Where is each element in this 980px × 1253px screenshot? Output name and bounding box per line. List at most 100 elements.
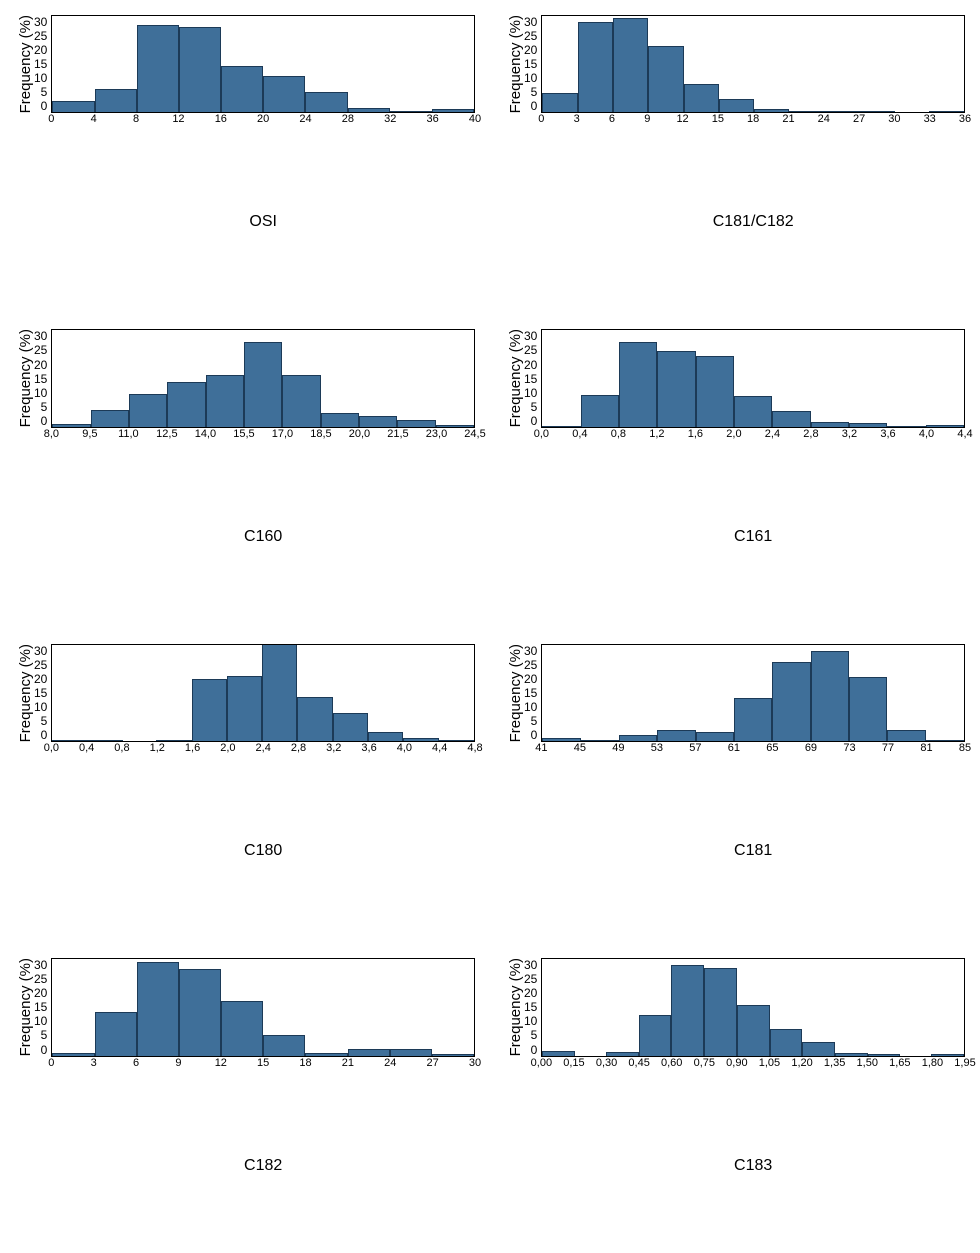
histogram-panel: Frequency (%)302520151050X3025201510500,… <box>505 958 965 1252</box>
bars-container <box>52 330 474 426</box>
histogram-bar <box>95 89 137 112</box>
x-axis-label: C181 <box>541 842 965 938</box>
histogram-bar <box>297 697 332 741</box>
x-axis-ticks: 0,00,40,81,21,62,02,42,83,23,64,04,4 <box>541 428 965 444</box>
x-axis-ticks: 8,09,511,012,514,015,517,018,520,021,523… <box>51 428 475 444</box>
histogram-bar <box>849 677 887 742</box>
histogram-bar <box>770 1029 803 1055</box>
histogram-bar <box>368 732 403 742</box>
histogram-panel: Frequency (%)302520151050X30252015105041… <box>505 644 965 938</box>
histogram-bar <box>305 92 347 112</box>
x-axis-ticks: 0,00,40,81,21,62,02,42,83,23,64,04,44,8 <box>51 742 475 758</box>
histogram-bar <box>684 84 719 112</box>
histogram-bar <box>244 342 282 427</box>
y-axis-ticks: 302520151050 <box>34 15 51 113</box>
histogram-bar <box>206 375 244 427</box>
x-axis-ticks: 0369121518212427303336 <box>541 113 965 129</box>
y-axis-label: Frequency (%) <box>505 329 524 427</box>
histogram-bar <box>613 18 648 113</box>
histogram-bar <box>262 644 297 741</box>
y-axis-label: Frequency (%) <box>15 958 34 1056</box>
bars-container <box>52 959 474 1055</box>
histogram-bar <box>578 22 613 112</box>
histogram-bar <box>179 969 221 1056</box>
x-axis-label: C161 <box>541 528 965 624</box>
plot-area <box>541 958 965 1056</box>
plot-area <box>51 329 475 427</box>
histogram-bar <box>333 713 368 742</box>
histogram-bar <box>696 356 734 426</box>
x-axis-ticks: 414549535761656973778185 <box>541 742 965 758</box>
x-axis-ticks: 0481216202428323640 <box>51 113 475 129</box>
histogram-panel: Frequency (%)302520151050X30252015105003… <box>505 15 965 309</box>
bars-container <box>52 645 474 741</box>
x-axis-label: C183 <box>541 1157 965 1253</box>
histogram-panel: Frequency (%)302520151050X30252015105003… <box>15 958 475 1252</box>
histogram-bar <box>772 662 810 741</box>
histogram-bar <box>263 76 305 112</box>
bars-container <box>542 330 964 426</box>
y-axis-label: Frequency (%) <box>505 958 524 1056</box>
histogram-bar <box>227 676 262 742</box>
bars-container <box>542 16 964 112</box>
plot-area <box>51 958 475 1056</box>
x-axis-label: C182 <box>51 1157 475 1253</box>
x-axis-label: C160 <box>51 528 475 624</box>
histogram-bar <box>657 730 695 741</box>
histogram-bar <box>734 396 772 427</box>
x-axis-label: OSI <box>51 213 475 309</box>
histogram-panel: Frequency (%)302520151050X30252015105004… <box>15 15 475 309</box>
histogram-bar <box>348 1049 390 1056</box>
histogram-bar <box>52 101 94 112</box>
histogram-bar <box>129 394 167 426</box>
histogram-panel: Frequency (%)302520151050X3025201510508,… <box>15 329 475 623</box>
y-axis-label: Frequency (%) <box>15 329 34 427</box>
histogram-bar <box>167 382 205 427</box>
histogram-bar <box>137 25 179 112</box>
histogram-bar <box>811 651 849 741</box>
y-axis-ticks: 302520151050 <box>34 958 51 1056</box>
plot-area <box>541 644 965 742</box>
histogram-bar <box>704 968 737 1055</box>
histogram-bar <box>263 1035 305 1056</box>
histogram-bar <box>321 413 359 427</box>
x-axis-label: C181/C182 <box>541 213 965 309</box>
histogram-bar <box>887 730 925 741</box>
bars-container <box>52 16 474 112</box>
histogram-bar <box>657 351 695 427</box>
histogram-bar <box>719 99 754 112</box>
histogram-bar <box>639 1015 672 1056</box>
histogram-bar <box>397 420 435 427</box>
x-axis-ticks: 036912151821242730 <box>51 1057 475 1073</box>
histogram-bar <box>91 410 129 426</box>
y-axis-ticks: 302520151050 <box>524 644 541 742</box>
y-axis-ticks: 302520151050 <box>524 15 541 113</box>
plot-area <box>541 329 965 427</box>
histogram-bar <box>581 395 619 426</box>
histogram-bar <box>221 1001 263 1056</box>
histogram-bar <box>221 66 263 112</box>
histogram-bar <box>734 698 772 741</box>
y-axis-ticks: 302520151050 <box>34 644 51 742</box>
bars-container <box>542 959 964 1055</box>
y-axis-label: Frequency (%) <box>15 15 34 113</box>
y-axis-ticks: 302520151050 <box>34 329 51 427</box>
y-axis-ticks: 302520151050 <box>524 958 541 1056</box>
histogram-panel: Frequency (%)302520151050X3025201510500,… <box>505 329 965 623</box>
plot-area <box>541 15 965 113</box>
histogram-bar <box>137 962 179 1055</box>
y-axis-ticks: 302520151050 <box>524 329 541 427</box>
y-axis-label: Frequency (%) <box>505 15 524 113</box>
histogram-bar <box>282 375 320 427</box>
plot-area <box>51 644 475 742</box>
histogram-bar <box>802 1042 835 1056</box>
bars-container <box>542 645 964 741</box>
histogram-bar <box>359 416 397 427</box>
x-axis-ticks: 0,000,150,300,450,600,750,901,051,201,35… <box>541 1057 965 1073</box>
histogram-bar <box>192 679 227 741</box>
y-axis-label: Frequency (%) <box>505 644 524 742</box>
x-axis-label: C180 <box>51 842 475 938</box>
histogram-bar <box>648 46 683 112</box>
histogram-grid: Frequency (%)302520151050X30252015105004… <box>15 15 965 985</box>
histogram-bar <box>696 732 734 741</box>
